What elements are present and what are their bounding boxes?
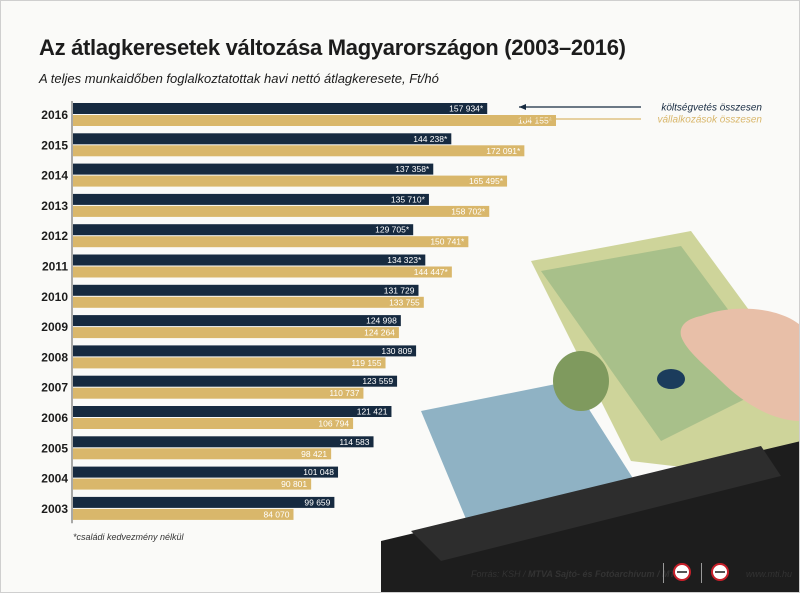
data-label-budget: 137 358*: [395, 164, 430, 174]
data-label-budget: 130 809: [381, 346, 412, 356]
source-prefix: Forrás: KSH /: [471, 569, 526, 579]
data-label-business: 150 741*: [430, 237, 465, 247]
data-label-budget: 124 998: [366, 316, 397, 326]
bar-budget: [73, 466, 339, 478]
footnote: *családi kedvezmény nélkül: [73, 532, 184, 542]
data-label-budget: 131 729: [384, 285, 415, 295]
data-label-business: 172 091*: [486, 146, 521, 156]
bar-business: [73, 236, 469, 248]
data-label-budget: 157 934*: [449, 104, 484, 114]
tick-label-year: 2009: [41, 320, 68, 334]
data-label-budget: 123 559: [362, 376, 393, 386]
tick-label-year: 2012: [41, 229, 68, 243]
bar-business: [73, 478, 312, 490]
bar-budget: [73, 254, 426, 266]
bar-business: [73, 145, 525, 157]
bar-budget: [73, 406, 392, 417]
data-label-business: 165 495*: [469, 176, 504, 186]
bar-business: [73, 418, 354, 429]
bar-business: [73, 327, 399, 339]
data-label-budget: 134 323*: [387, 255, 422, 265]
data-label-business: 84 070: [263, 509, 289, 519]
data-label-budget: 129 705*: [375, 225, 410, 235]
data-label-budget: 99 659: [304, 497, 330, 507]
bar-business: [73, 387, 364, 399]
legend-entry: költségvetés összesen: [661, 103, 762, 114]
tick-label-year: 2010: [41, 290, 68, 304]
bar-budget: [73, 345, 417, 357]
bar-budget: [73, 436, 374, 448]
tick-label-year: 2014: [41, 169, 68, 183]
bar-budget: [73, 133, 452, 145]
tick-label-year: 2006: [41, 411, 68, 425]
data-label-budget: 144 238*: [413, 134, 448, 144]
mtva-logo-icon: [673, 563, 691, 581]
bar-business: [73, 266, 452, 278]
tick-label-year: 2008: [41, 350, 68, 364]
separator: [701, 563, 702, 583]
data-label-business: 133 755: [389, 297, 420, 307]
bar-budget: [73, 375, 398, 387]
data-label-budget: 121 421: [357, 407, 388, 417]
tick-label-year: 2004: [41, 472, 68, 486]
bar-budget: [73, 163, 434, 175]
tick-label-year: 2005: [41, 441, 68, 455]
data-label-business: 90 801: [281, 479, 307, 489]
tick-label-year: 2016: [41, 108, 68, 122]
data-label-budget: 135 710*: [391, 194, 426, 204]
tick-label-year: 2013: [41, 199, 68, 213]
bar-business: [73, 508, 294, 520]
tick-label-year: 2011: [42, 260, 68, 274]
bar-budget: [73, 103, 488, 114]
chart-subtitle: A teljes munkaidőben foglalkoztatottak h…: [39, 71, 439, 86]
source-credit: Forrás: KSH / MTVA Sajtó- és Fotóarchívu…: [471, 569, 678, 579]
data-label-budget: 101 048: [303, 467, 334, 477]
data-label-business: 110 737: [329, 388, 359, 398]
data-label-business: 124 264: [364, 328, 395, 338]
bar-business: [73, 205, 490, 217]
bar-budget: [73, 224, 414, 236]
tick-label-year: 2003: [41, 502, 68, 516]
tick-label-year: 2015: [41, 138, 68, 152]
data-label-business: 106 794: [318, 419, 349, 429]
bar-business: [73, 115, 556, 126]
data-label-budget: 114 583: [339, 437, 369, 447]
bar-business: [73, 357, 386, 369]
bar-budget: [73, 193, 429, 205]
data-label-business: 184 155*: [518, 116, 553, 126]
mti-logo-icon: [711, 563, 729, 581]
bar-budget: [73, 496, 335, 508]
wallet-with-banknotes-image: [381, 231, 799, 592]
website-link[interactable]: www.mti.hu: [746, 569, 793, 579]
data-label-business: 158 702*: [451, 206, 486, 216]
legend-arrow-head-icon: [519, 104, 526, 110]
tick-label-year: 2007: [41, 381, 68, 395]
data-label-business: 119 155: [351, 358, 381, 368]
bar-business: [73, 175, 508, 187]
data-label-business: 98 421: [301, 449, 327, 459]
bar-business: [73, 296, 424, 308]
source-agency: MTVA Sajtó- és Fotóarchívum / MTI: [528, 569, 678, 579]
legend-entry: vállalkozások összesen: [658, 115, 763, 126]
chart-title: Az átlagkeresetek változása Magyarország…: [39, 35, 626, 60]
separator: [663, 563, 664, 583]
legend-arrow-head-icon: [519, 116, 526, 122]
bar-business: [73, 448, 332, 460]
data-label-business: 144 447*: [414, 267, 449, 277]
bar-budget: [73, 284, 419, 296]
bar-budget: [73, 315, 401, 327]
